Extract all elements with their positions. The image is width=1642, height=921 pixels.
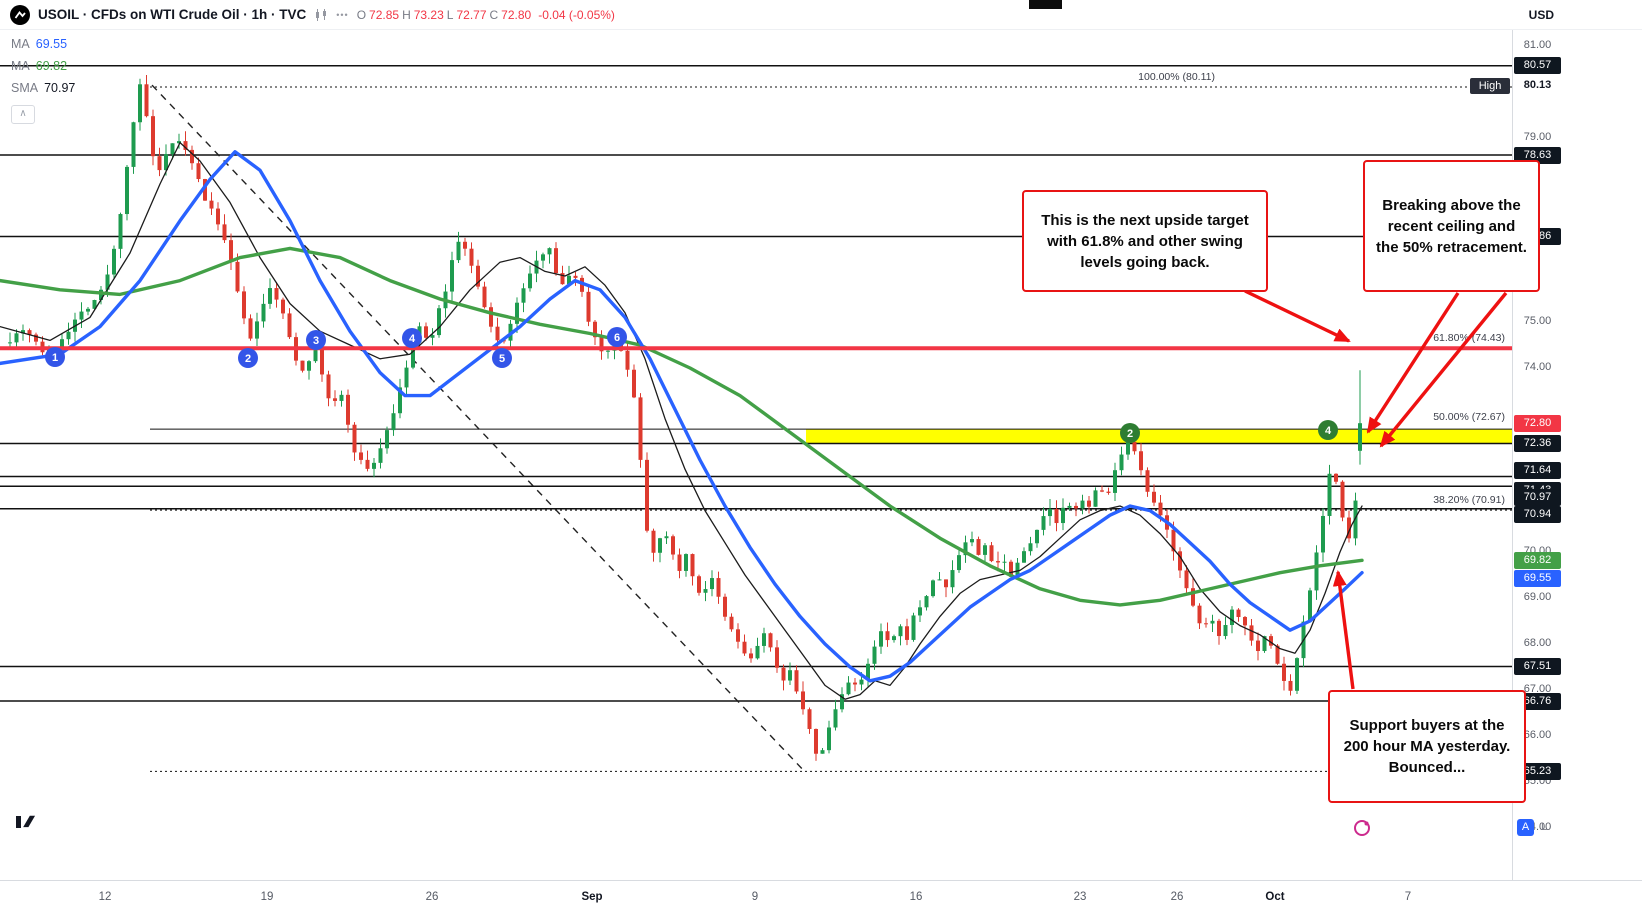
swing-marker-blue[interactable] bbox=[238, 348, 258, 368]
svg-text:6: 6 bbox=[614, 332, 620, 344]
price-axis-label: 67.00 bbox=[1523, 683, 1552, 695]
price-badge-72.80[interactable]: 72.80 bbox=[1514, 414, 1561, 432]
price-axis-label: 80.13 bbox=[1523, 79, 1552, 92]
swing-marker-green[interactable] bbox=[1318, 420, 1338, 440]
price-badge-67.51[interactable]: 67.51 bbox=[1514, 658, 1561, 676]
time-axis-label: 12 bbox=[98, 891, 112, 903]
fib-label: 100.00% (80.11) bbox=[1138, 71, 1215, 83]
high-price-badge: High bbox=[1470, 78, 1510, 95]
open-label: O bbox=[356, 7, 367, 22]
svg-text:2: 2 bbox=[245, 353, 251, 365]
annotation-arrow[interactable] bbox=[1332, 570, 1355, 690]
sma-value: 70.97 bbox=[44, 81, 76, 95]
change-readout: -0.04 (-0.05%) bbox=[538, 7, 615, 22]
price-axis-label: 68.00 bbox=[1523, 637, 1552, 649]
legend-collapse-button[interactable]: ∧ bbox=[11, 105, 35, 124]
time-axis-label: 26 bbox=[425, 891, 439, 903]
annotation-box-breakout[interactable]: Breaking above the recent ceiling and th… bbox=[1363, 160, 1540, 292]
price-badge-69.82[interactable]: 69.82 bbox=[1514, 551, 1561, 569]
symbol-title[interactable]: USOIL · CFDs on WTI Crude Oil · 1h · TVC bbox=[38, 7, 307, 22]
svg-text:5: 5 bbox=[499, 353, 505, 365]
price-axis-label: 79.00 bbox=[1523, 131, 1552, 143]
svg-text:2: 2 bbox=[1127, 428, 1133, 440]
time-axis-label: Sep bbox=[581, 891, 603, 903]
time-axis-label: 26 bbox=[1170, 891, 1184, 903]
svg-text:1: 1 bbox=[52, 352, 58, 364]
svg-text:4: 4 bbox=[1325, 425, 1332, 437]
annotation-box-support[interactable]: Support buyers at the 200 hour MA yester… bbox=[1328, 690, 1526, 803]
svg-text:4: 4 bbox=[409, 333, 416, 345]
price-badge-70.94[interactable]: 70.94 bbox=[1514, 506, 1561, 524]
currency-label[interactable]: USD bbox=[1528, 7, 1554, 22]
price-badge-71.64[interactable]: 71.64 bbox=[1514, 462, 1561, 480]
price-badge-72.36[interactable]: 72.36 bbox=[1514, 434, 1561, 452]
price-badge-69.55[interactable]: 69.55 bbox=[1514, 570, 1561, 588]
ma-slow-label: MA bbox=[11, 59, 30, 73]
yellow-zone[interactable] bbox=[806, 429, 1512, 444]
annotation-box-upside-target[interactable]: This is the next upside target with 61.8… bbox=[1022, 190, 1268, 292]
ma-slow-row[interactable]: MA 69.82 bbox=[11, 55, 75, 77]
time-axis-label: 7 bbox=[1404, 891, 1412, 903]
annotation-arrow[interactable] bbox=[1366, 292, 1460, 434]
plot-area: 100.00% (80.11)61.80% (74.43)50.00% (72.… bbox=[0, 65, 1512, 773]
swing-marker-blue[interactable] bbox=[306, 330, 326, 350]
open-value: 72.85 bbox=[369, 7, 400, 22]
price-axis-label: 66.00 bbox=[1523, 729, 1552, 741]
price-badge-70.97[interactable]: 70.97 bbox=[1514, 488, 1561, 506]
ma-100-line[interactable] bbox=[0, 150, 1364, 683]
time-axis-label: 16 bbox=[909, 891, 923, 903]
trendline-dashed[interactable] bbox=[151, 84, 806, 773]
sma-row[interactable]: SMA 70.97 bbox=[11, 77, 75, 99]
annotation-arrow[interactable] bbox=[1379, 291, 1508, 448]
high-value: 73.23 bbox=[413, 7, 444, 22]
price-badge-78.63[interactable]: 78.63 bbox=[1514, 146, 1561, 164]
ma-fast-row[interactable]: MA 69.55 bbox=[11, 33, 75, 55]
time-axis-label: 9 bbox=[751, 891, 759, 903]
ohlc-readout: O 72.85 H 73.23 L 72.77 C 72.80 -0.04 (-0.05… bbox=[357, 8, 615, 22]
price-axis-label: 69.00 bbox=[1523, 591, 1552, 603]
fib-label: 50.00% (72.67) bbox=[1433, 411, 1505, 423]
time-axis-label: 19 bbox=[260, 891, 274, 903]
close-label: C bbox=[489, 7, 499, 22]
cropped-ui-artifact bbox=[1029, 0, 1062, 9]
price-axis-label: 74.00 bbox=[1523, 361, 1552, 373]
ma-fast-label: MA bbox=[11, 37, 30, 51]
swing-marker-blue[interactable] bbox=[607, 327, 627, 347]
close-value: 72.80 bbox=[501, 7, 532, 22]
ideas-icon[interactable] bbox=[1352, 818, 1372, 843]
ma-slow-value: 69.82 bbox=[35, 59, 68, 73]
candlestick-icon[interactable] bbox=[314, 8, 328, 22]
swing-marker-blue[interactable] bbox=[402, 328, 422, 348]
time-axis[interactable]: 12 19 26 Sep 9 16 23 26 Oct 7 bbox=[0, 880, 1642, 921]
price-badge-80.57[interactable]: 80.57 bbox=[1514, 57, 1561, 75]
instrument-logo[interactable] bbox=[10, 4, 30, 25]
high-label: H bbox=[402, 7, 411, 22]
symbol-toolbar: USOIL · CFDs on WTI Crude Oil · 1h · TVC… bbox=[0, 0, 1642, 30]
swing-marker-blue[interactable] bbox=[492, 348, 512, 368]
auto-scale-button[interactable]: A bbox=[1517, 819, 1534, 836]
low-label: L bbox=[446, 7, 454, 22]
fib-label: 38.20% (70.91) bbox=[1433, 494, 1505, 506]
ma-fast-value: 69.55 bbox=[35, 37, 68, 51]
swing-marker-blue[interactable] bbox=[45, 347, 65, 367]
low-value: 72.77 bbox=[456, 7, 487, 22]
svg-text:3: 3 bbox=[313, 335, 319, 347]
time-axis-label: Oct bbox=[1265, 891, 1285, 903]
indicator-legend: MA 69.55 MA 69.82 SMA 70.97 ∧ bbox=[11, 33, 75, 124]
time-axis-label: 23 bbox=[1073, 891, 1087, 903]
swing-marker-green[interactable] bbox=[1120, 423, 1140, 443]
sma-label: SMA bbox=[11, 81, 39, 95]
annotation-arrow[interactable] bbox=[1244, 289, 1351, 343]
tradingview-logo[interactable] bbox=[16, 810, 42, 833]
more-menu-icon[interactable]: ••• bbox=[336, 9, 349, 20]
sma-line[interactable] bbox=[0, 141, 1363, 700]
ma-200-line[interactable] bbox=[0, 246, 1364, 607]
price-axis-label: 81.00 bbox=[1523, 39, 1552, 51]
price-axis-label: 75.00 bbox=[1523, 315, 1552, 327]
log-scale-button[interactable]: L bbox=[1541, 821, 1548, 833]
